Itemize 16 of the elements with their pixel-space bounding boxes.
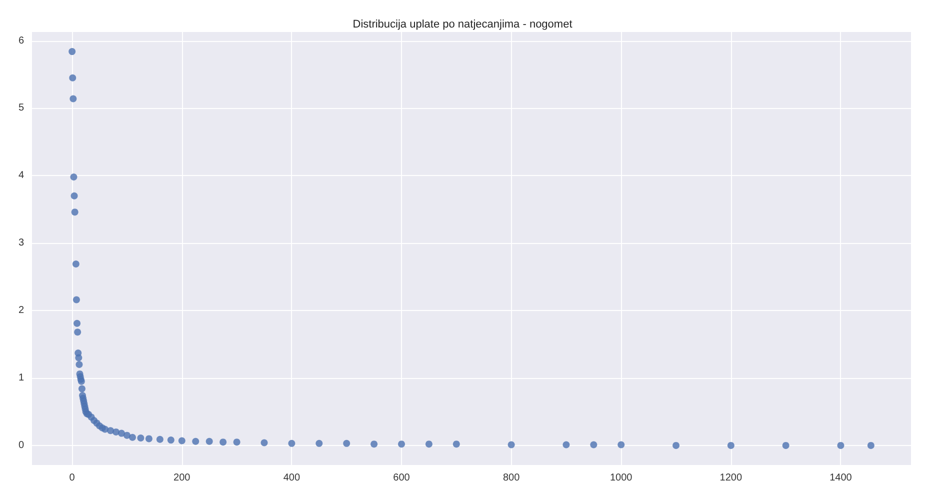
x-tick-label: 800 <box>502 472 520 484</box>
y-tick-label: 5 <box>18 102 24 114</box>
x-tick-label: 0 <box>69 472 76 484</box>
y-tick-label: 0 <box>18 440 24 451</box>
x-tick-label: 200 <box>174 472 191 484</box>
chart-title: Distribucija uplate po natjecanjima - nogomet <box>352 18 572 30</box>
x-tick-label: 400 <box>283 472 300 484</box>
x-tick-label: 1000 <box>610 472 633 484</box>
y-tick-label: 1 <box>18 372 24 384</box>
y-tick-label: 6 <box>18 35 24 46</box>
y-tick-label: 3 <box>18 238 24 249</box>
x-tick-label: 600 <box>393 472 410 484</box>
y-tick-label: 4 <box>18 170 24 182</box>
y-tick-label: 2 <box>18 305 24 316</box>
x-tick-label: 1400 <box>830 472 852 484</box>
x-tick-label: 1200 <box>720 472 742 484</box>
